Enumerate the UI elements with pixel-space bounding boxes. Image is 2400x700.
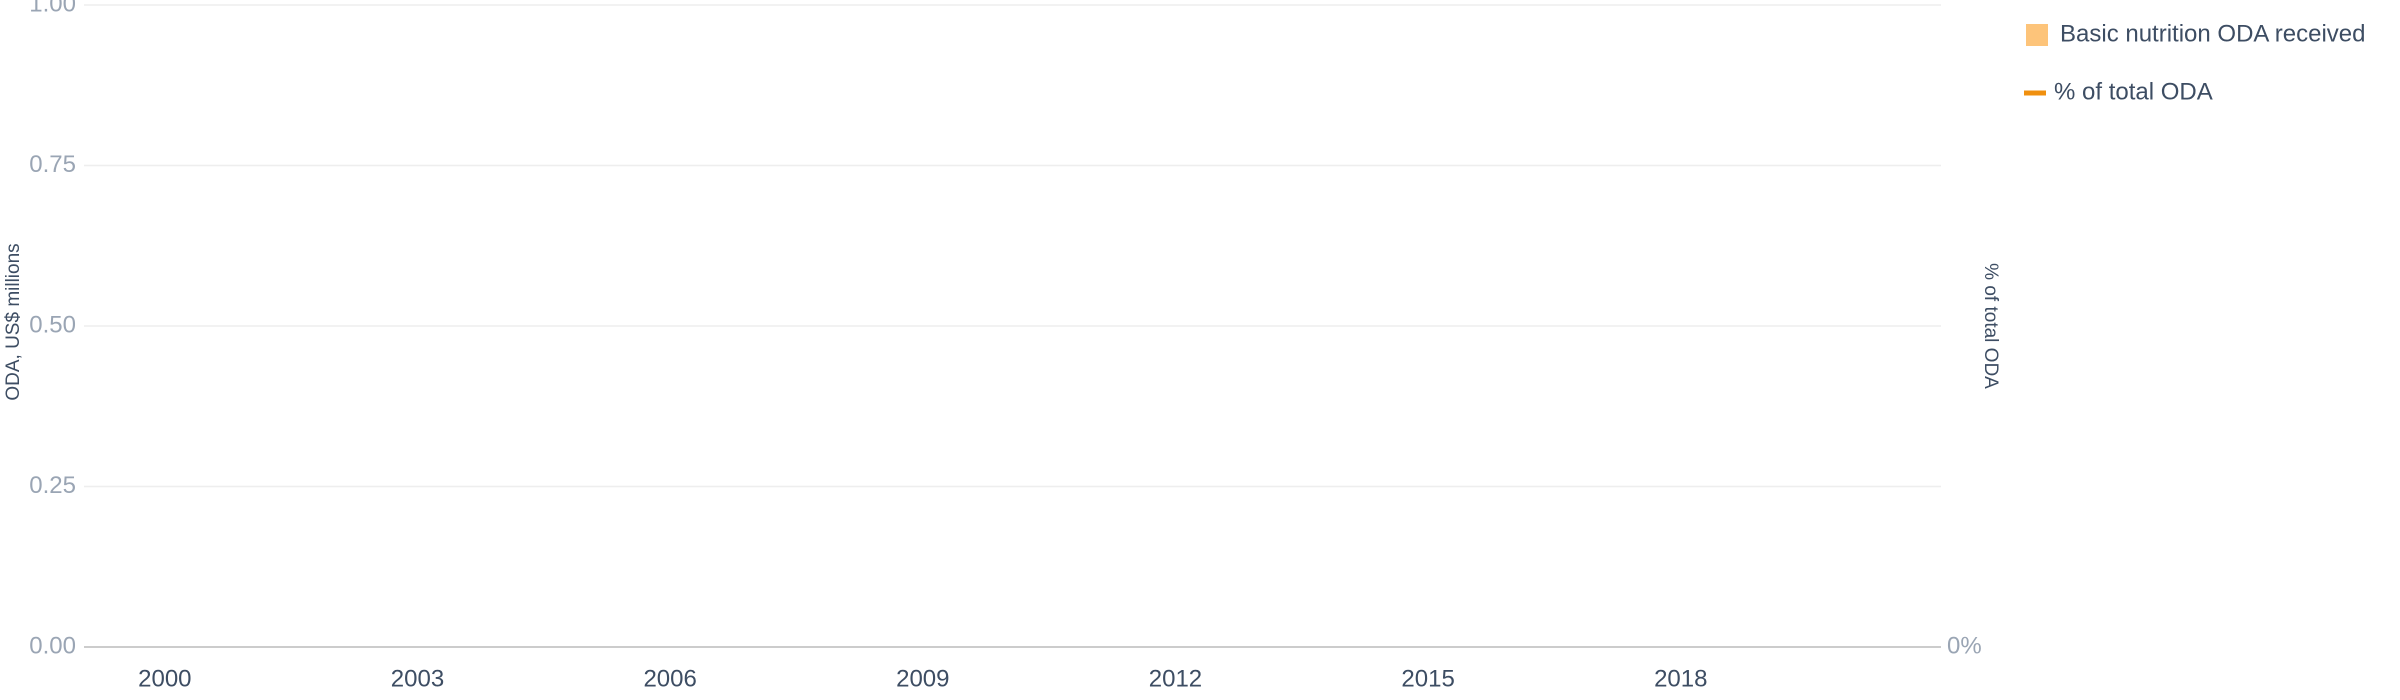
x-tick-label: 2009	[896, 665, 949, 692]
y-tick-label: 1.00	[29, 0, 76, 17]
x-tick-label: 2000	[138, 665, 191, 692]
x-tick-label: 2015	[1401, 665, 1454, 692]
x-tick-label: 2012	[1149, 665, 1202, 692]
legend-label: Basic nutrition ODA received	[2060, 20, 2365, 47]
y2-axis-title: % of total ODA	[1980, 263, 2001, 389]
y-tick-label: 0.00	[29, 632, 76, 659]
x-tick-label: 2003	[391, 665, 444, 692]
x-tick-label: 2006	[643, 665, 696, 692]
legend-swatch	[2024, 90, 2046, 96]
y2-tick-label: 0%	[1947, 632, 1982, 659]
y-tick-label: 0.50	[29, 311, 76, 338]
x-tick-label: 2018	[1654, 665, 1707, 692]
y-axis-title: ODA, US$ millions	[3, 243, 24, 400]
y-tick-label: 0.25	[29, 472, 76, 499]
legend-swatch	[2026, 24, 2048, 46]
y-tick-label: 0.75	[29, 151, 76, 178]
legend-label: % of total ODA	[2054, 78, 2213, 105]
